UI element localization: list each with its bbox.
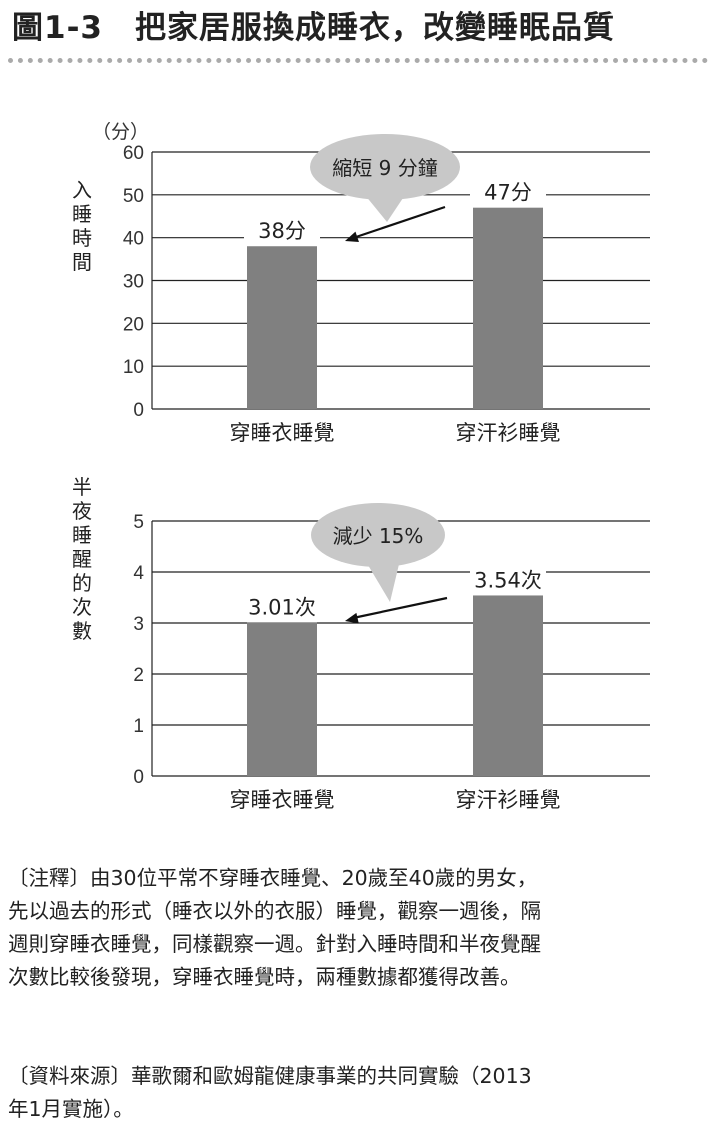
- note-line: 〔注釋〕由30位平常不穿睡衣睡覺、20歲至40歲的男女，: [8, 866, 538, 890]
- y-tick-label: 3: [133, 614, 144, 635]
- note-line: 週則穿睡衣睡覺，同樣觀察一週。針對入睡時間和半夜覺醒: [8, 932, 541, 956]
- y-tick-label: 50: [123, 186, 144, 207]
- y-tick-label: 0: [133, 400, 144, 421]
- y-tick-label: 5: [133, 512, 144, 533]
- arrow-line: [352, 205, 446, 240]
- note-line: 〔資料來源〕華歌爾和歐姆龍健康事業的共同實驗（2013: [8, 1064, 532, 1088]
- callout-tail: [365, 560, 400, 602]
- y-axis-label-char: 時: [72, 226, 92, 250]
- y-tick-label: 0: [133, 767, 144, 788]
- data-label-bg: [470, 565, 546, 592]
- data-label: 47分: [484, 181, 532, 205]
- arrow-head: [345, 231, 359, 243]
- y-tick-label: 60: [123, 143, 144, 164]
- y-axis-label-char: 睡: [72, 202, 92, 226]
- data-label: 3.01次: [248, 595, 316, 619]
- y-axis-label-char: 夜: [72, 499, 92, 523]
- y-axis-label-char: 數: [72, 619, 92, 643]
- arrow-line: [352, 596, 448, 620]
- y-tick-label: 2: [133, 665, 144, 686]
- y-unit-label: （分）: [92, 121, 149, 143]
- data-label: 3.54次: [474, 568, 542, 592]
- y-tick-label: 4: [133, 563, 144, 584]
- arrow-head: [345, 612, 359, 624]
- callout-text: 減少 15%: [333, 524, 424, 548]
- y-tick-label: 40: [123, 229, 144, 250]
- y-axis-label-char: 醒: [72, 547, 92, 571]
- y-axis-label-char: 睡: [72, 523, 92, 547]
- note-line: 年1月實施）。: [8, 1097, 134, 1121]
- bar: [473, 207, 543, 409]
- dotted-divider: [8, 58, 708, 63]
- y-tick-label: 20: [123, 314, 144, 335]
- bar: [247, 622, 317, 776]
- y-axis-label-char: 半: [72, 475, 92, 499]
- x-tick-label: 穿汗衫睡覺: [456, 421, 561, 445]
- callout-bubble: [310, 134, 460, 200]
- data-label-bg: [244, 592, 320, 619]
- y-axis-label-char: 次: [72, 595, 92, 619]
- y-axis-label-char: 的: [72, 571, 92, 595]
- note-line: 次數比較後發現，穿睡衣睡覺時，兩種數據都獲得改善。: [8, 965, 521, 989]
- y-tick-label: 30: [123, 272, 144, 293]
- y-axis-label-char: 入: [72, 178, 92, 202]
- callout-tail: [365, 195, 405, 222]
- figure-title: 圖1-3 把家居服換成睡衣，改變睡眠品質: [12, 10, 616, 46]
- y-axis-label-char: 間: [72, 250, 92, 274]
- note-line: 先以過去的形式（睡衣以外的衣服）睡覺，觀察一週後，隔: [8, 899, 541, 923]
- data-label: 38分: [258, 219, 306, 243]
- callout-bubble: [311, 503, 445, 567]
- data-label-bg: [244, 216, 320, 243]
- x-tick-label: 穿汗衫睡覺: [456, 788, 561, 812]
- data-label-bg: [470, 177, 546, 204]
- bar: [247, 246, 317, 409]
- y-tick-label: 10: [123, 357, 144, 378]
- callout-text: 縮短 9 分鐘: [332, 156, 437, 180]
- bar: [473, 595, 543, 776]
- x-tick-label: 穿睡衣睡覺: [230, 788, 335, 812]
- y-tick-label: 1: [133, 716, 144, 737]
- x-tick-label: 穿睡衣睡覺: [230, 421, 335, 445]
